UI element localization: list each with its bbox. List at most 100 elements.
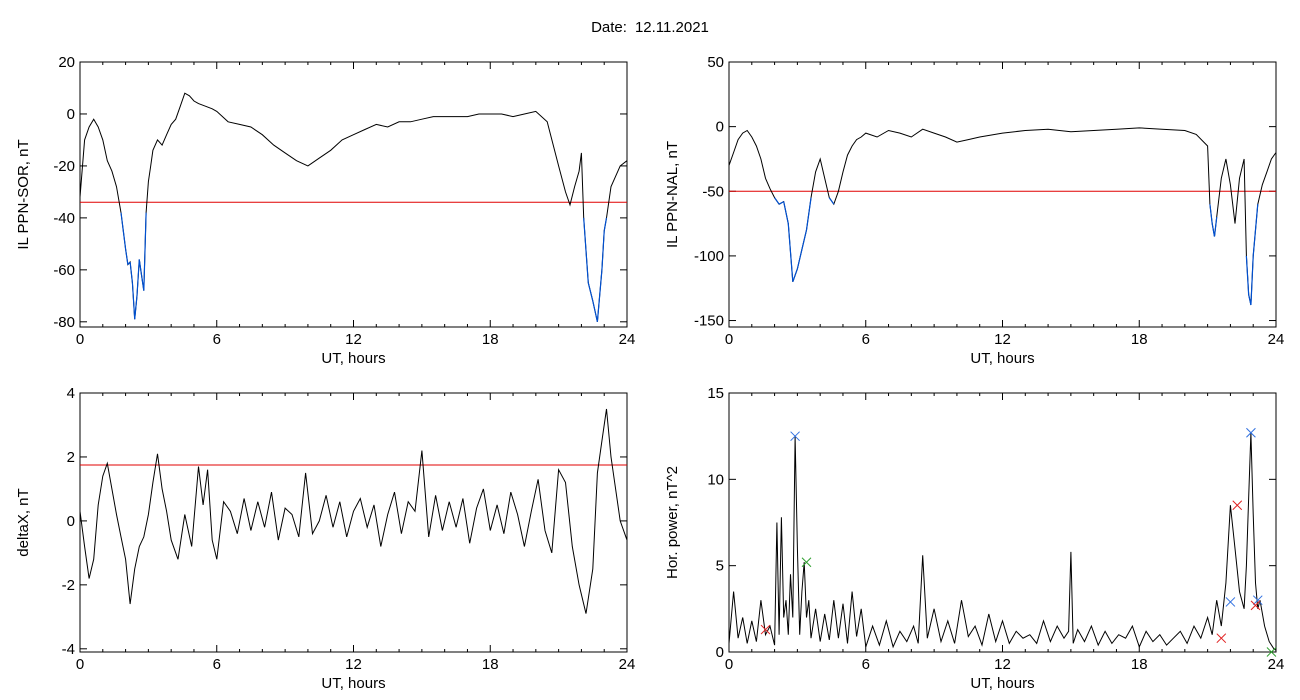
x-tick-label: 24 [1268, 331, 1285, 348]
x-tick-label: 24 [619, 656, 636, 673]
marker-stroke [1232, 500, 1243, 511]
marker-blue [1225, 597, 1236, 607]
x-tick-label: 18 [482, 656, 499, 673]
y-axis-label: Hor. power, nT^2 [664, 466, 681, 579]
y-tick-label: 0 [716, 644, 724, 661]
below-threshold-segment [120, 212, 124, 231]
y-tick-label: -4 [62, 641, 75, 658]
plot-frame [79, 61, 628, 328]
marker-stroke [1250, 600, 1261, 611]
below-threshold-segment [136, 259, 140, 296]
marker-stroke [1246, 427, 1256, 438]
marker-stroke [790, 431, 800, 442]
below-threshold-segment [601, 230, 605, 270]
chart-4: 0 6 12 18 24 0 5 10 15 UT, hours Hor. power, nT^2 [664, 385, 1284, 692]
y-tick-label: -150 [694, 313, 724, 330]
date-label: Date: [591, 19, 627, 36]
x-tick-label: 12 [994, 656, 1011, 673]
x-tick-label: 6 [862, 656, 870, 673]
x-axis-label: UT, hours [970, 350, 1034, 367]
y-tick-label: -80 [53, 314, 75, 331]
y-tick-label: 50 [707, 54, 724, 71]
marker-stroke [1252, 595, 1263, 606]
y-tick-label: 5 [716, 558, 724, 575]
below-threshold-segment [124, 248, 129, 265]
x-tick-label: 0 [725, 331, 733, 348]
date-value: 12.11.2021 [634, 19, 709, 36]
plot-frame [728, 61, 1277, 328]
below-threshold-segment [129, 261, 134, 283]
y-tick-label: 0 [67, 106, 75, 123]
x-tick-label: 18 [482, 331, 499, 348]
chart-1: 0 6 12 18 24 -80 -60 -40 -20 0 20 UT, hours IL PPN-S… [15, 54, 635, 367]
x-tick-label: 6 [213, 331, 221, 348]
marker-stroke [1216, 633, 1227, 644]
x-tick-label: 12 [345, 656, 362, 673]
below-threshold-segment [143, 212, 147, 291]
marker-blue [1246, 427, 1256, 438]
below-threshold-segment [138, 259, 143, 276]
below-threshold-segment [122, 230, 127, 250]
below-threshold-segment [796, 249, 803, 269]
below-threshold-segment [1252, 204, 1259, 256]
series-line [728, 432, 1277, 651]
below-threshold-segment [1209, 204, 1213, 224]
marker-red [1250, 600, 1261, 611]
below-threshold-segment [134, 295, 138, 320]
below-threshold-segment [778, 201, 784, 205]
x-tick-label: 24 [1268, 656, 1285, 673]
marker-stroke [760, 624, 771, 635]
y-tick-label: -50 [702, 183, 724, 200]
y-tick-label: -100 [694, 248, 724, 265]
y-tick-label: 20 [58, 54, 75, 71]
below-threshold-segment [1213, 217, 1218, 237]
below-threshold-segment [787, 223, 794, 282]
series-line [79, 92, 628, 322]
y-tick-label: 2 [67, 449, 75, 466]
y-axis-label: IL PPN-NAL, nT [664, 141, 681, 248]
below-threshold-segment [603, 217, 608, 231]
y-tick-label: -2 [62, 577, 75, 594]
marker-stroke [1266, 647, 1277, 657]
x-axis-label: UT, hours [321, 675, 385, 692]
y-axis-label: IL PPN-SOR, nT [15, 139, 32, 249]
x-tick-label: 12 [345, 331, 362, 348]
y-tick-label: -40 [53, 210, 75, 227]
below-threshold-segment [774, 197, 780, 205]
x-tick-label: 0 [76, 331, 84, 348]
page-title: Date: 12.11.2021 [0, 19, 1300, 36]
below-threshold-segment [592, 300, 598, 322]
marker-green [801, 557, 812, 568]
x-tick-label: 18 [1131, 656, 1148, 673]
below-threshold-segment [801, 229, 808, 250]
plot-frame [79, 392, 628, 653]
x-tick-label: 18 [1131, 331, 1148, 348]
marker-red [760, 624, 771, 635]
chart-2: 0 6 12 18 24 -150 -100 -50 0 50 UT, hours IL PPN-NA… [664, 54, 1284, 367]
y-tick-label: 0 [67, 513, 75, 530]
below-threshold-segment [792, 268, 798, 282]
series-line [79, 408, 628, 614]
below-threshold-segment [587, 282, 594, 302]
below-threshold-segment [1245, 255, 1250, 295]
below-threshold-segment [1250, 255, 1254, 306]
below-threshold-segment [131, 282, 136, 320]
marker-red [1216, 633, 1227, 644]
y-tick-label: -20 [53, 158, 75, 175]
below-threshold-segment [805, 197, 812, 231]
marker-blue [1252, 595, 1263, 606]
below-threshold-segment [583, 217, 589, 283]
y-tick-label: 15 [707, 385, 724, 402]
x-axis-label: UT, hours [970, 675, 1034, 692]
x-tick-label: 6 [213, 656, 221, 673]
x-tick-label: 6 [862, 331, 870, 348]
below-threshold-segment [783, 201, 789, 224]
y-tick-label: 4 [67, 385, 75, 402]
marker-blue [790, 431, 800, 442]
marker-stroke [1225, 597, 1236, 607]
x-tick-label: 0 [76, 656, 84, 673]
y-tick-label: 10 [707, 471, 724, 488]
marker-stroke [801, 557, 812, 568]
